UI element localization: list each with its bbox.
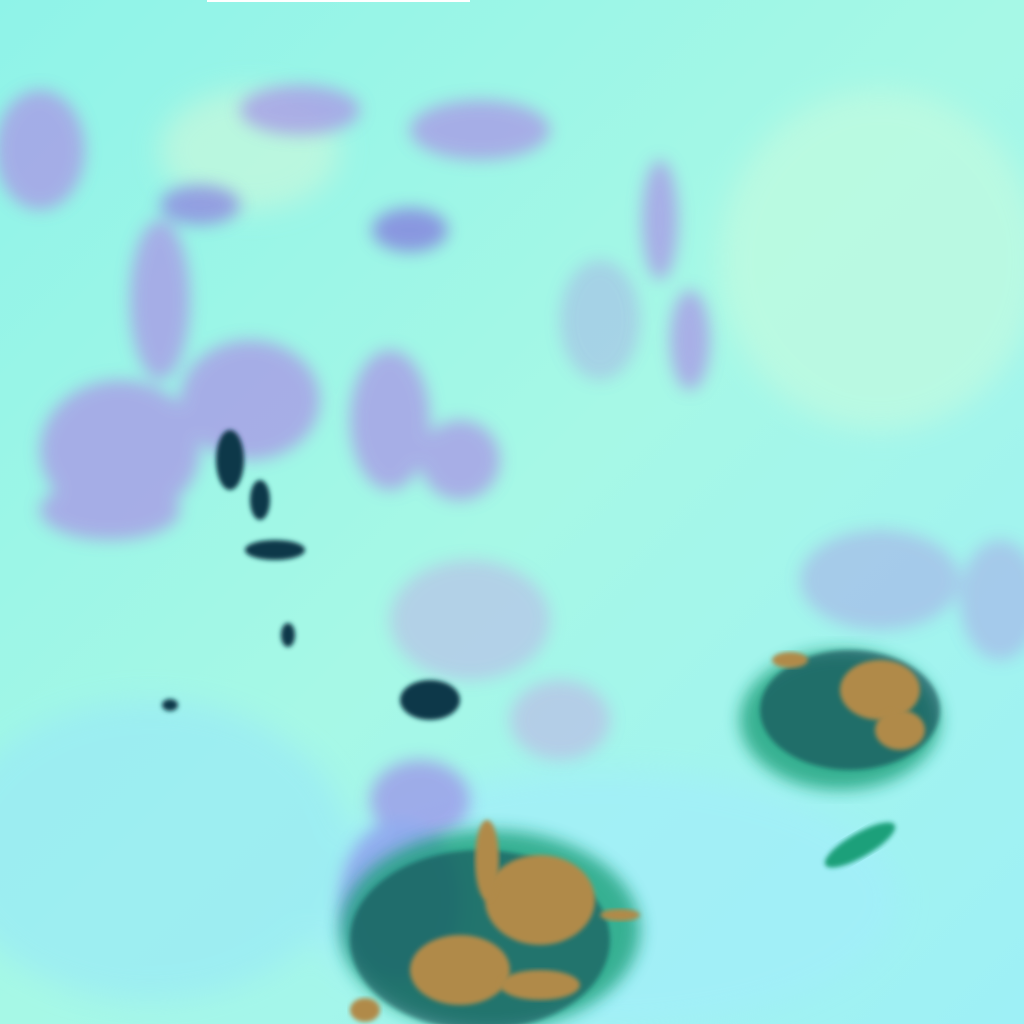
cloud-streaks: [162, 430, 460, 720]
cloud-cluster-east: [740, 650, 940, 868]
image-edge-strip: [207, 0, 470, 2]
cloud-cluster-south: [340, 820, 640, 1024]
